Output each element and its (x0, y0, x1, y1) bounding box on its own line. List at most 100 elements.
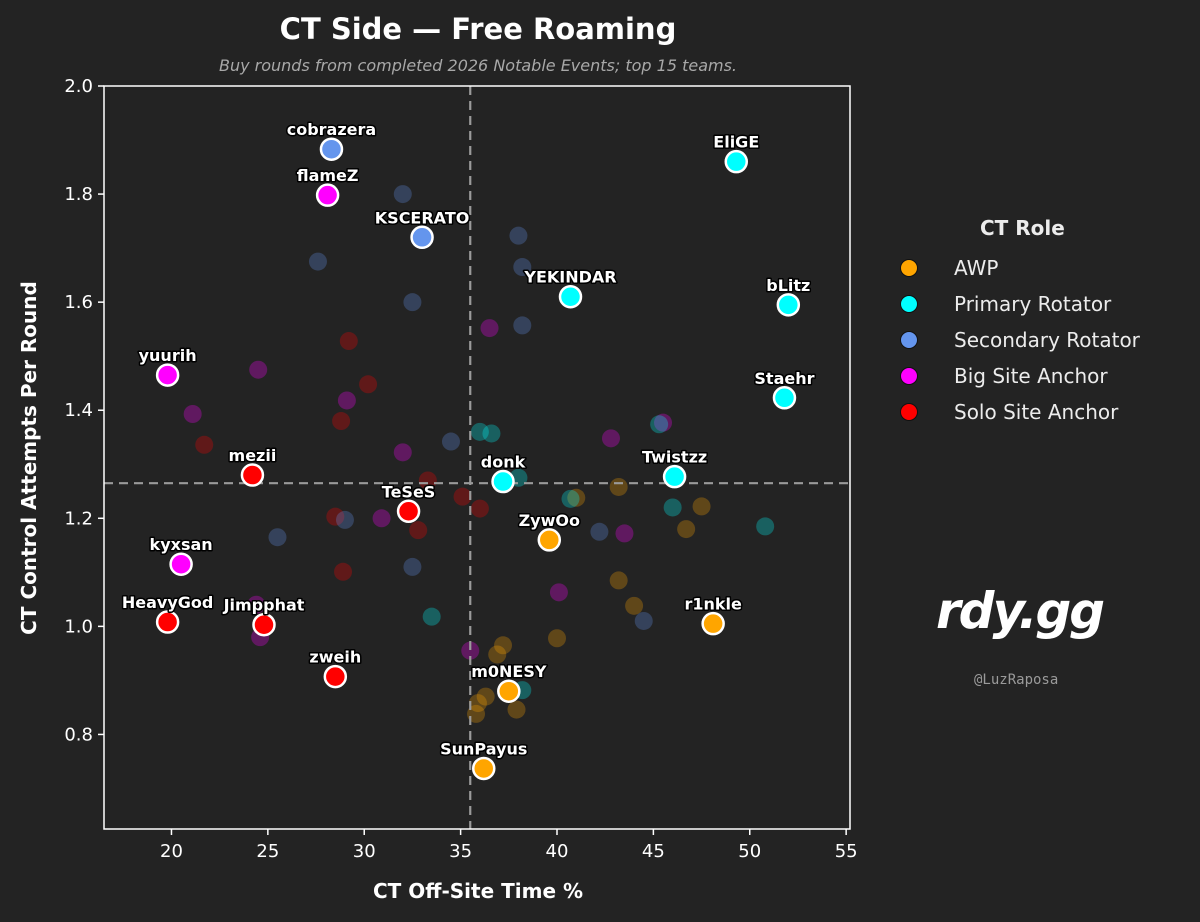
plot-background (104, 86, 850, 829)
highlighted-point (537, 528, 562, 552)
legend-item: Big Site Anchor (895, 358, 1195, 394)
legend-title: CT Role (980, 216, 1065, 240)
point-label: HeavyGod (122, 593, 213, 612)
background-point (461, 641, 480, 660)
point-label: kyxsan (150, 535, 213, 554)
highlighted-point (772, 386, 797, 410)
highlighted-point (319, 137, 344, 161)
point-label: ZywOo (519, 511, 580, 530)
background-point (393, 185, 412, 204)
point-label: mezii (229, 446, 277, 465)
background-point (403, 557, 422, 576)
background-point (625, 596, 644, 615)
y-tick-label: 1.6 (64, 292, 93, 313)
background-point (609, 477, 628, 496)
background-point (601, 429, 620, 448)
legend-label: Solo Site Anchor (954, 400, 1119, 424)
legend-marker (900, 331, 918, 349)
author-handle: @LuzRaposa (974, 672, 1059, 688)
background-point (441, 432, 460, 451)
x-tick-label: 20 (160, 841, 183, 862)
x-tick-label: 30 (353, 841, 376, 862)
highlighted-point (396, 499, 421, 524)
background-point (183, 405, 202, 424)
highlighted-point (410, 225, 434, 250)
x-tick-label: 45 (642, 841, 665, 862)
background-point (249, 360, 268, 379)
point-label: TeSeS (382, 482, 436, 501)
background-point (634, 611, 653, 630)
legend-marker (900, 295, 918, 313)
background-point (470, 422, 489, 441)
legend-marker (900, 403, 918, 421)
y-axis-label: CT Control Attempts Per Round (17, 281, 41, 635)
background-point (403, 293, 422, 312)
background-point (513, 258, 532, 277)
background-point (335, 510, 354, 529)
x-tick-label: 55 (835, 841, 858, 862)
y-tick-label: 1.4 (64, 400, 93, 421)
background-point (339, 332, 358, 351)
point-label: KSCERATO (375, 208, 470, 227)
background-point (692, 497, 711, 516)
background-point (372, 509, 391, 528)
background-point (467, 704, 486, 723)
background-point (650, 415, 669, 434)
legend-label: AWP (954, 256, 999, 280)
point-label: donk (481, 453, 526, 472)
highlighted-point (169, 552, 193, 576)
background-point (567, 488, 586, 507)
y-tick-label: 1.2 (64, 508, 93, 529)
legend-item: Primary Rotator (895, 286, 1195, 322)
x-tick-label: 50 (738, 841, 761, 862)
background-point (268, 528, 287, 547)
x-tick-label: 25 (256, 841, 279, 862)
highlighted-point (240, 463, 265, 487)
legend-marker (900, 259, 918, 277)
chart-title: CT Side — Free Roaming (279, 12, 677, 46)
point-label: Staehr (754, 369, 814, 388)
background-point (549, 583, 568, 602)
background-point (308, 252, 327, 271)
plot-area (104, 86, 850, 829)
legend-label: Primary Rotator (954, 292, 1112, 316)
highlighted-point (252, 612, 276, 637)
legend-marker (900, 367, 918, 385)
background-point (488, 645, 507, 664)
background-point (513, 316, 532, 335)
highlighted-point (471, 756, 496, 781)
reference-lines (104, 86, 850, 829)
background-point (326, 507, 345, 526)
point-label: m0NESY (471, 662, 547, 681)
highlighted-point (315, 183, 340, 207)
background-point (756, 517, 775, 536)
x-tick-label: 40 (546, 841, 569, 862)
point-label: cobrazera (287, 120, 376, 139)
background-point (468, 694, 487, 713)
legend-item: Secondary Rotator (895, 322, 1195, 358)
y-tick-label: 0.8 (64, 724, 93, 745)
highlighted-point (155, 610, 180, 634)
point-label: yuurih (139, 346, 197, 365)
point-label: YEKINDAR (523, 268, 616, 287)
legend-item: AWP (895, 250, 1195, 286)
axes: 20 25 30 35 40 45 50 55 0.8 1.0 1.2 1.4 1.6 1.8 2.0 (64, 76, 857, 862)
highlighted-point (491, 469, 515, 494)
point-label: EliGE (713, 133, 759, 152)
legend-label: Big Site Anchor (954, 364, 1108, 388)
highlighted-point (497, 679, 521, 703)
y-tick-label: 1.8 (64, 184, 93, 205)
chart-subtitle: Buy rounds from completed 2026 Notable E… (218, 56, 738, 75)
background-point (494, 636, 513, 655)
highlighted-points: cobrazera EliGE flameZ KSCERATO YEKINDAR bLit… (120, 119, 816, 781)
background-point (507, 700, 526, 719)
background-point (654, 413, 673, 432)
highlighted-point (323, 664, 348, 689)
highlighted-point (155, 363, 180, 387)
x-axis-label: CT Off-Site Time % (373, 879, 583, 903)
legend-item: Solo Site Anchor (895, 394, 1195, 430)
background-point (247, 595, 266, 614)
background-point (476, 687, 495, 706)
background-point (470, 499, 489, 518)
